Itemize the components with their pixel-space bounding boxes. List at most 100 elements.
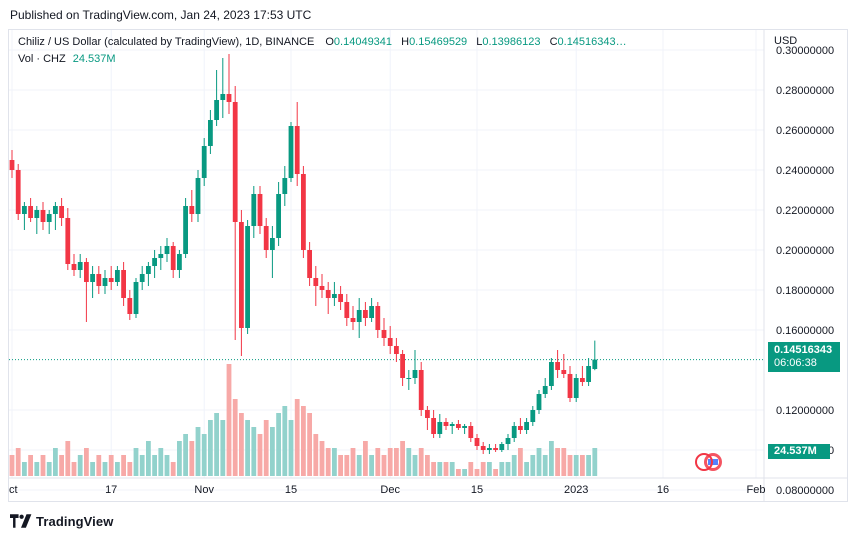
candle-body — [555, 362, 560, 370]
volume-bar — [245, 420, 250, 476]
volume-bar — [387, 448, 393, 476]
candle-body — [449, 424, 455, 426]
volume-bar — [115, 462, 120, 476]
volume-bar — [183, 434, 188, 476]
price-axis[interactable]: 0.30000000 0.28000000 0.26000000 0.24000000… — [763, 30, 834, 502]
candle-body — [121, 270, 126, 298]
volume-bar — [549, 441, 554, 476]
price-tick-label: 0.12000000 — [776, 405, 834, 417]
time-tick-label: Feb — [747, 484, 766, 496]
candle-body — [189, 206, 195, 214]
volume-bar — [15, 448, 21, 476]
volume-bar — [177, 441, 182, 476]
candle-body — [437, 422, 443, 434]
symbol-title: Chiliz / US Dollar (calculated by Tradin… — [18, 36, 315, 48]
close-label: C — [549, 36, 558, 48]
volume-bar — [456, 469, 461, 476]
time-tick-label: 15 — [471, 484, 483, 496]
tradingview-brand: TradingView — [36, 513, 114, 529]
candle-body — [214, 100, 219, 120]
candle-body — [431, 418, 436, 434]
candle-body — [139, 274, 145, 282]
price-tick-label: 0.08000000 — [776, 485, 834, 497]
bar-countdown: 06:06:38 — [774, 357, 817, 369]
volume-bar — [573, 455, 579, 476]
volume-bar — [394, 448, 399, 476]
volume-bar — [474, 469, 480, 476]
time-tick-label: Nov — [194, 484, 214, 496]
volume-bar — [133, 448, 139, 476]
volume-bar — [127, 462, 133, 476]
currency-label: USD — [774, 35, 798, 47]
volume-bar — [46, 462, 52, 476]
symbol-legend[interactable]: Chiliz / US Dollar (calculated by Tradin… — [18, 36, 633, 48]
high-value: 0.15469529 — [409, 36, 468, 48]
candle-body — [332, 294, 337, 298]
volume-bar — [381, 455, 387, 476]
chart-grid — [9, 30, 764, 491]
volume-legend[interactable]: Vol · CHZ 24.537M — [18, 53, 116, 65]
volume-bar — [90, 462, 95, 476]
published-timestamp: Published on TradingView.com, Jan 24, 20… — [10, 8, 312, 22]
volume-bar — [251, 427, 257, 476]
volume-bar — [425, 455, 430, 476]
volume-bar — [34, 462, 40, 476]
candle-body — [127, 298, 133, 314]
last-price-badge: 0.14516343 06:06:38 — [768, 342, 840, 372]
volume-bar — [108, 455, 114, 476]
volume-bar — [139, 455, 145, 476]
candle-body — [59, 206, 64, 218]
candle-body — [505, 438, 511, 444]
volume-bar — [369, 455, 374, 476]
volume-bar — [152, 455, 157, 476]
candle-body — [46, 214, 52, 222]
volume-bar — [170, 462, 176, 476]
volume-bar — [555, 448, 560, 476]
volume-bars — [9, 364, 598, 476]
events-icon[interactable] — [695, 453, 722, 471]
candle-body — [84, 262, 89, 282]
volume-bar — [28, 455, 33, 476]
candle-body — [487, 448, 492, 450]
volume-bar — [65, 441, 71, 476]
candle-body — [387, 338, 393, 346]
volume-bar — [350, 448, 356, 476]
price-tick-label: 0.30000000 — [776, 45, 834, 57]
volume-bar — [208, 420, 213, 476]
price-tick-label: 0.20000000 — [776, 245, 834, 257]
candle-body — [474, 438, 480, 446]
volume-bar — [22, 462, 27, 476]
volume-bar — [146, 441, 151, 476]
candle-body — [586, 366, 591, 382]
candle-body — [375, 306, 381, 330]
price-tick-label: 0.26000000 — [776, 125, 834, 137]
volume-bar — [524, 462, 529, 476]
volume-bar — [406, 448, 412, 476]
candle-body — [201, 146, 207, 178]
candle-body — [406, 378, 412, 379]
volume-bar — [158, 448, 164, 476]
open-value: 0.14049341 — [333, 36, 393, 48]
volume-bar — [412, 455, 418, 476]
volume-bar — [59, 455, 64, 476]
candle-body — [524, 422, 529, 430]
candle-body — [369, 306, 374, 318]
candle-body — [350, 318, 356, 322]
candle-body — [232, 102, 238, 222]
price-tick-label: 0.22000000 — [776, 205, 834, 217]
volume-bar — [189, 441, 195, 476]
volume-bar — [375, 448, 381, 476]
candle-body — [170, 246, 176, 270]
volume-bar — [530, 455, 536, 476]
candle-body — [493, 448, 498, 450]
time-tick-label: 2023 — [564, 484, 588, 496]
footer[interactable]: TradingView — [10, 512, 113, 530]
volume-bar — [239, 413, 244, 476]
volume-bar — [431, 462, 436, 476]
candle-body — [288, 126, 294, 178]
candle-body — [356, 310, 362, 322]
time-axis[interactable]: ct 17 Nov 15 Dec 15 2023 16 Feb — [9, 477, 848, 496]
candle-body — [164, 246, 170, 254]
candle-body — [220, 94, 226, 100]
